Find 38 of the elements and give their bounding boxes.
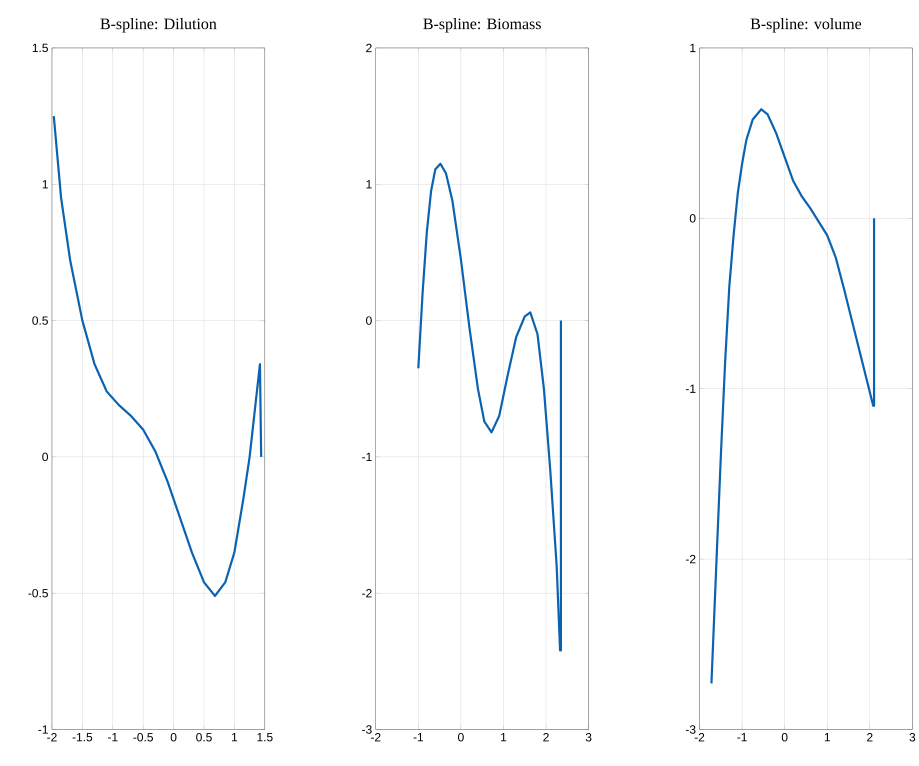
- chart-title: B-spline: Biomass: [423, 18, 541, 32]
- y-tick-label: 2: [366, 44, 372, 52]
- x-tick-label: -1.5: [72, 732, 92, 742]
- y-tick-label: 1: [366, 180, 372, 188]
- x-tick-label: 3: [586, 732, 592, 742]
- x-tick-label: 1: [232, 732, 238, 741]
- y-tick-label: -1: [362, 452, 372, 461]
- x-tick-label: -1: [737, 732, 747, 741]
- y-tick-label: 1: [42, 180, 48, 188]
- x-tick-label: 0.5: [196, 732, 212, 742]
- y-tick-label: -0.5: [28, 588, 48, 598]
- chart-title: B-spline: Dilution: [100, 18, 217, 32]
- y-tick-label: -2: [686, 554, 696, 564]
- y-tick-label: -3: [362, 725, 372, 734]
- y-tick-label: 0: [690, 214, 696, 222]
- x-tick-label: 0: [458, 732, 464, 742]
- y-tick-label: -1: [686, 384, 696, 393]
- y-tick-label: 1: [690, 44, 696, 52]
- y-tick-label: 1.5: [32, 44, 48, 52]
- line-series: [417, 162, 562, 652]
- x-tick-label: 1: [824, 732, 830, 741]
- y-tick-label: -2: [362, 588, 372, 598]
- x-tick-label: 1.5: [257, 732, 273, 742]
- x-tick-label: 2: [867, 732, 873, 742]
- y-tick-label: 0: [42, 452, 48, 461]
- x-tick-label: -1: [414, 732, 424, 741]
- x-tick-label: -0.5: [133, 732, 153, 742]
- y-tick-label: 0: [366, 316, 372, 325]
- y-tick-label: 0.5: [32, 316, 48, 325]
- x-tick-label: 3: [910, 732, 916, 742]
- x-tick-label: 2: [543, 732, 549, 742]
- x-tick-label: 0: [782, 732, 788, 742]
- x-tick-label: 1: [501, 732, 506, 741]
- x-tick-label: 0: [170, 732, 176, 742]
- x-tick-label: -1: [108, 732, 118, 741]
- y-tick-label: -3: [686, 725, 696, 734]
- chart-title: B-spline: volume: [750, 18, 862, 32]
- y-tick-label: -1: [38, 725, 48, 734]
